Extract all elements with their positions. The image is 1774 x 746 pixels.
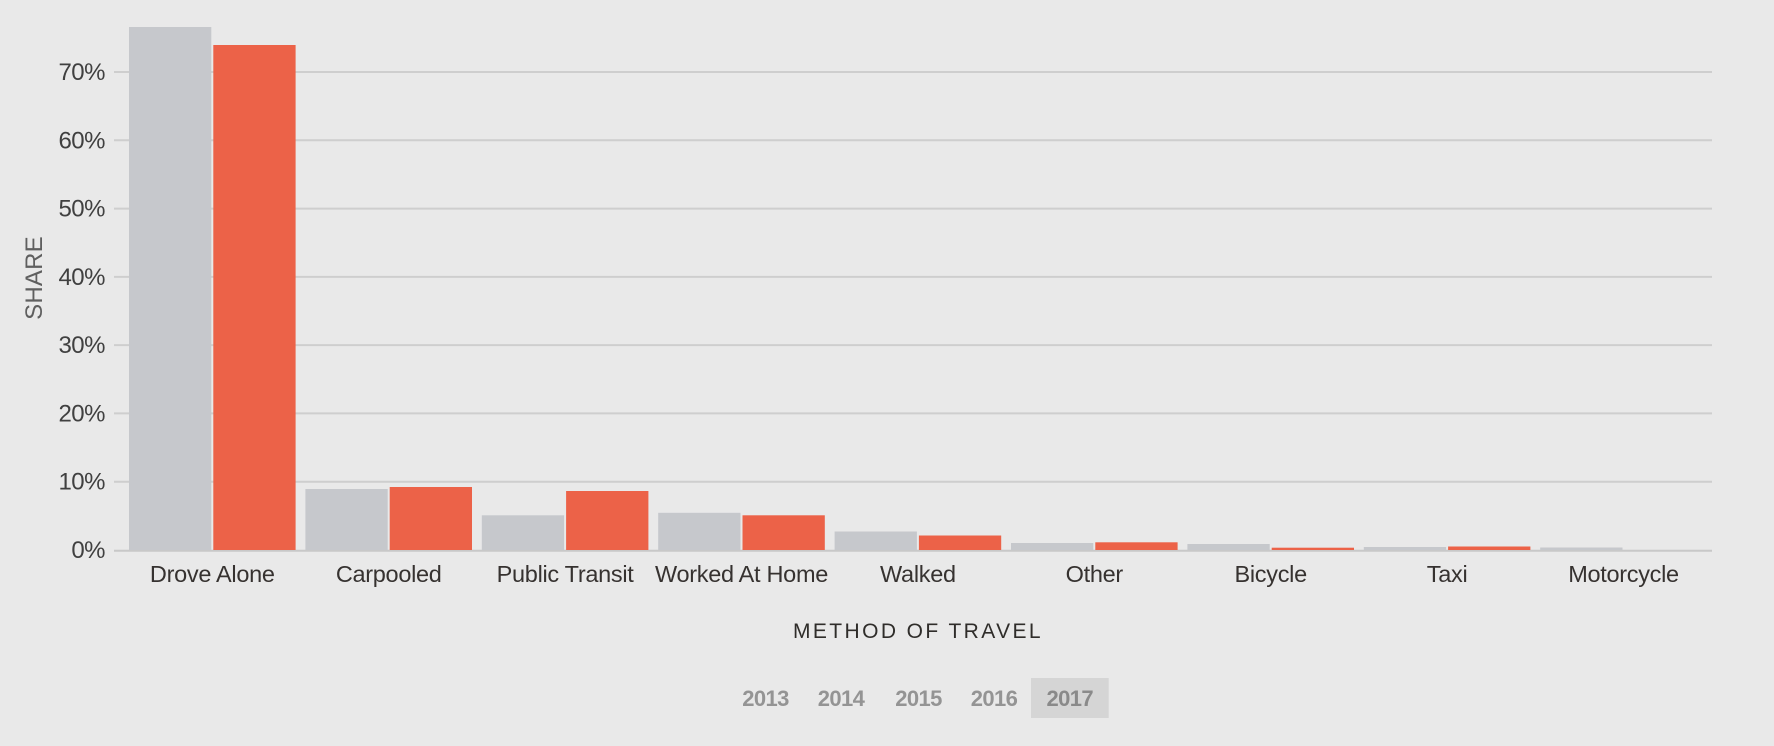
svg-text:30%: 30% <box>58 332 105 359</box>
svg-text:Walked: Walked <box>880 561 956 587</box>
svg-text:60%: 60% <box>58 127 105 154</box>
svg-text:Bicycle: Bicycle <box>1235 561 1308 587</box>
svg-text:2015: 2015 <box>895 686 942 711</box>
svg-text:0%: 0% <box>71 537 105 564</box>
svg-text:Motorcycle: Motorcycle <box>1568 561 1679 587</box>
svg-text:2017: 2017 <box>1047 686 1094 711</box>
svg-text:50%: 50% <box>58 196 105 223</box>
svg-text:Drove Alone: Drove Alone <box>150 561 275 587</box>
svg-text:10%: 10% <box>58 469 105 496</box>
svg-text:2016: 2016 <box>971 686 1018 711</box>
svg-text:40%: 40% <box>58 264 105 291</box>
svg-text:Other: Other <box>1066 561 1124 587</box>
svg-text:SHARE: SHARE <box>21 236 48 320</box>
svg-text:2013: 2013 <box>742 686 789 711</box>
svg-text:2014: 2014 <box>818 686 866 711</box>
svg-text:Public Transit: Public Transit <box>497 561 635 587</box>
svg-text:20%: 20% <box>58 400 105 427</box>
svg-text:Worked At Home: Worked At Home <box>655 561 828 587</box>
svg-text:Carpooled: Carpooled <box>336 561 442 587</box>
svg-text:Taxi: Taxi <box>1427 561 1468 587</box>
svg-text:METHOD OF TRAVEL: METHOD OF TRAVEL <box>793 620 1043 643</box>
svg-text:70%: 70% <box>58 59 105 86</box>
